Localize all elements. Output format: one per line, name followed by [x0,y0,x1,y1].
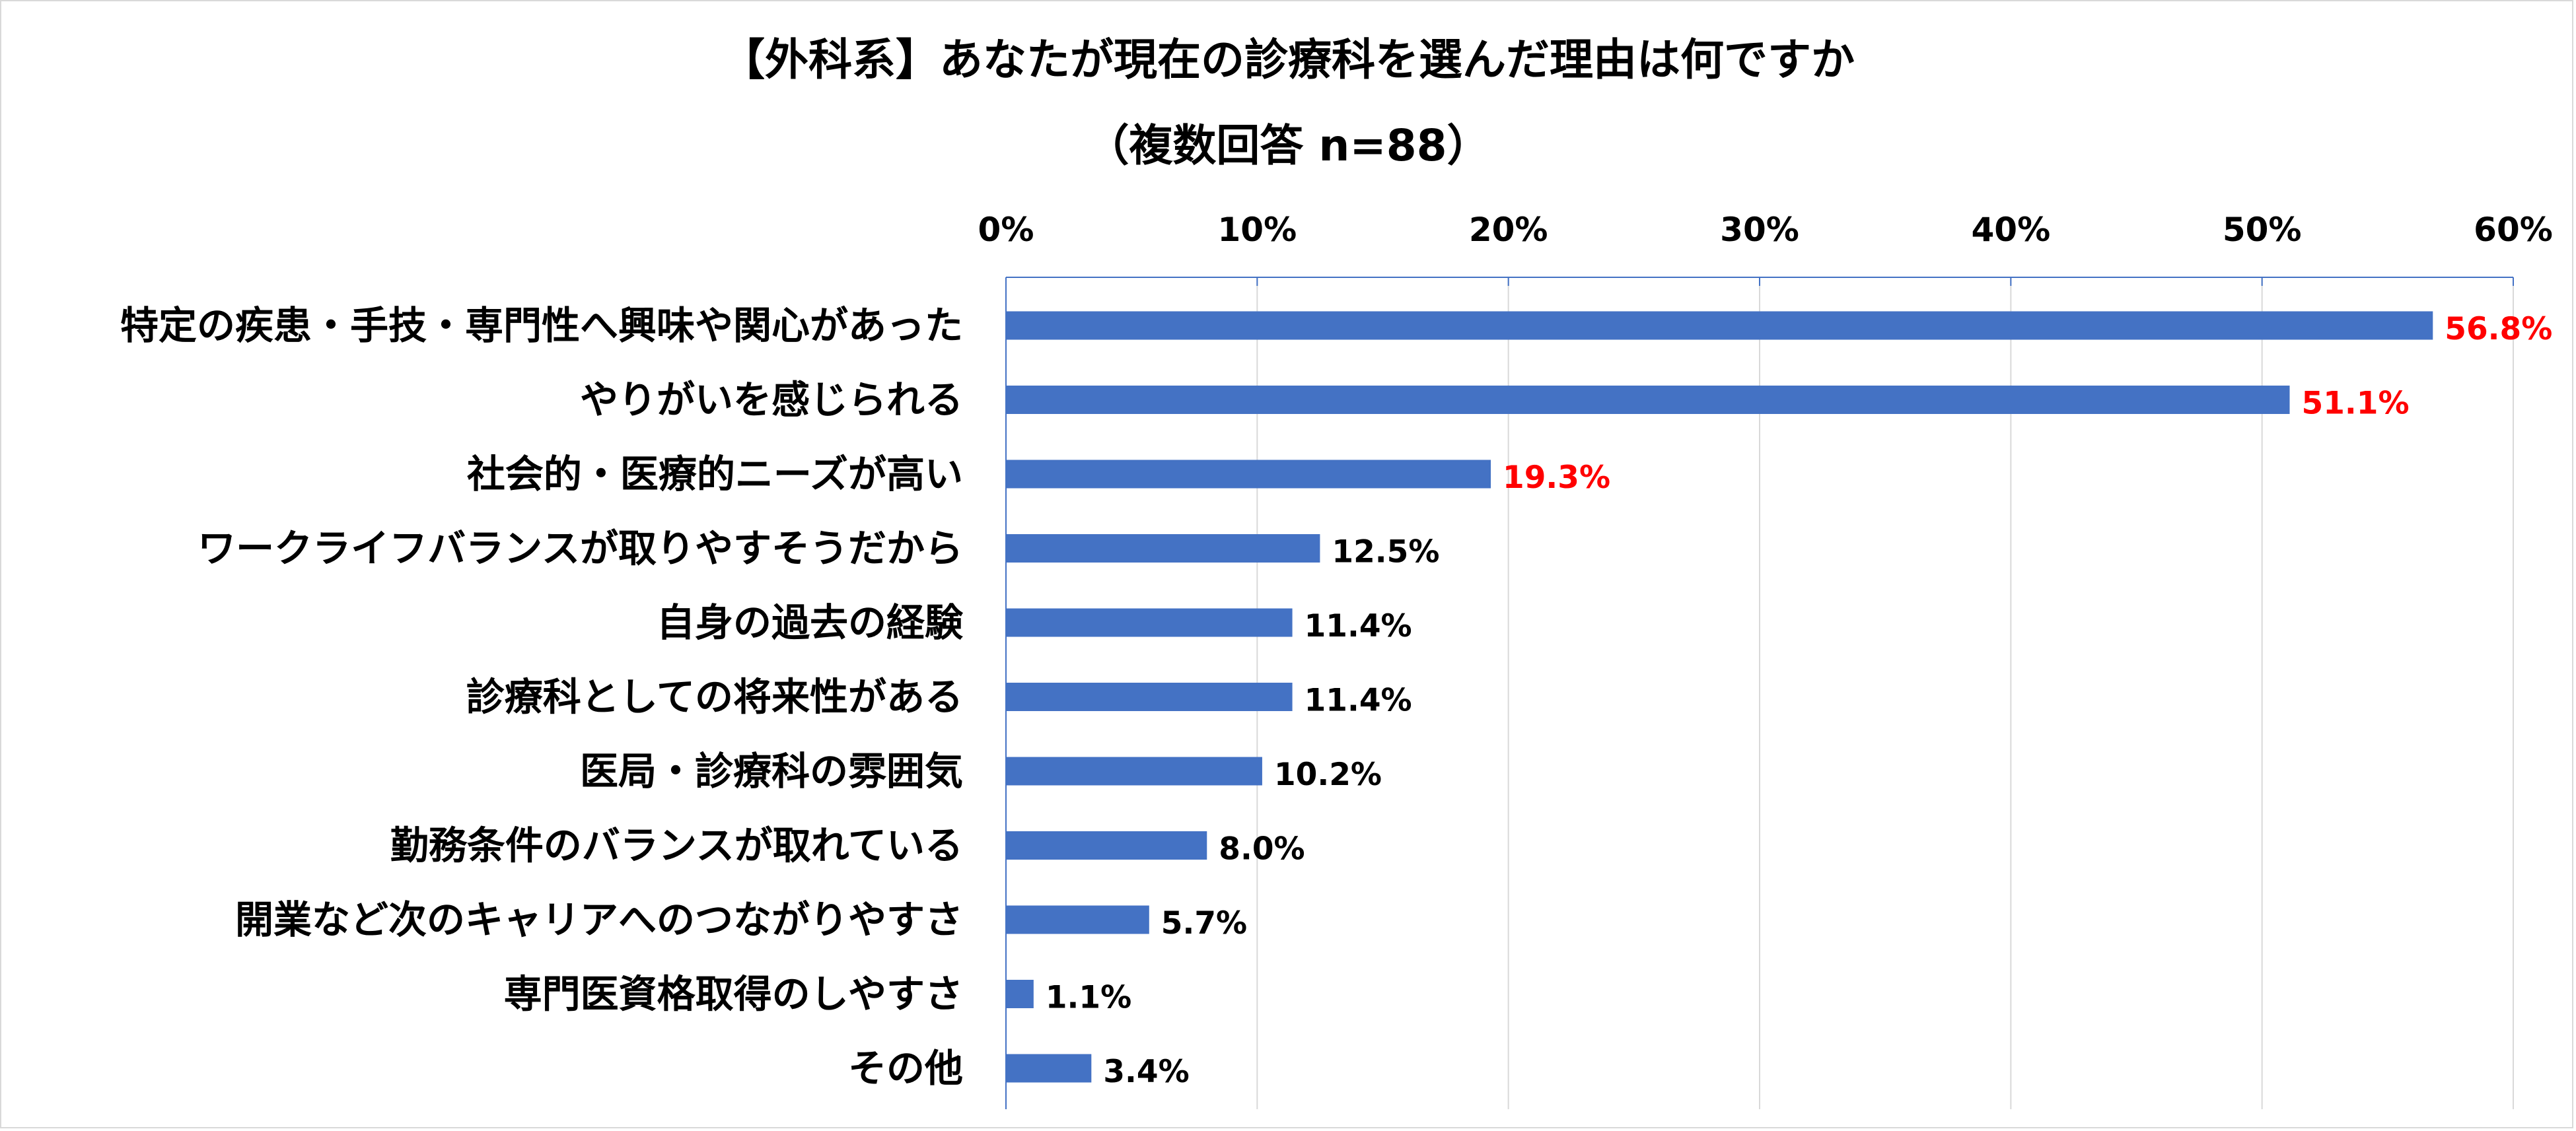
bar [1006,386,2290,414]
x-tick-label: 0% [978,211,1034,249]
bar [1006,905,1149,934]
category-label: 医局・診療科の雰囲気 [580,749,963,794]
bar [1006,831,1207,860]
category-label: 開業など次のキャリアへのつながりやすさ [235,897,963,942]
chart-subtitle: （複数回答 n=88） [1085,120,1491,171]
bar [1006,534,1320,563]
data-label: 1.1% [1046,980,1131,1016]
bar [1006,608,1293,637]
data-label: 51.1% [2302,386,2410,422]
chart-title: 【外科系】あなたが現在の診療科を選んだ理由は何ですか [721,34,1855,85]
bar [1006,1054,1092,1083]
data-label: 19.3% [1503,460,1610,496]
x-tick-label: 50% [2223,211,2302,249]
bar [1006,460,1491,489]
bar [1006,683,1293,711]
bar [1006,980,1034,1008]
data-label: 11.4% [1305,683,1412,719]
category-label: その他 [848,1046,963,1091]
bar [1006,757,1262,786]
category-label: 自身の過去の経験 [657,600,964,645]
category-label: 社会的・医療的ニーズが高い [467,452,963,497]
category-label: 勤務条件のバランスが取れている [390,823,963,868]
data-label: 12.5% [1332,534,1439,570]
x-tick-label: 60% [2474,211,2553,249]
category-label: 診療科としての将来性がある [466,675,963,720]
x-tick-label: 20% [1469,211,1548,249]
data-label: 8.0% [1219,831,1305,868]
bar [1006,311,2433,340]
x-tick-label: 10% [1217,211,1297,249]
x-tick-label: 30% [1720,211,1799,249]
data-label: 5.7% [1161,905,1247,942]
data-label: 11.4% [1305,608,1412,644]
data-label: 3.4% [1103,1054,1189,1090]
data-label: 56.8% [2445,311,2552,347]
category-label: やりがいを感じられる [580,378,963,423]
category-label: ワークライフバランスが取りやすそうだから [197,526,963,571]
x-tick-label: 40% [1971,211,2050,249]
category-label: 専門医資格取得のしやすさ [504,972,963,1017]
category-label: 特定の疾患・手技・専門性へ興味や関心があった [120,303,963,348]
data-label: 10.2% [1274,757,1382,793]
